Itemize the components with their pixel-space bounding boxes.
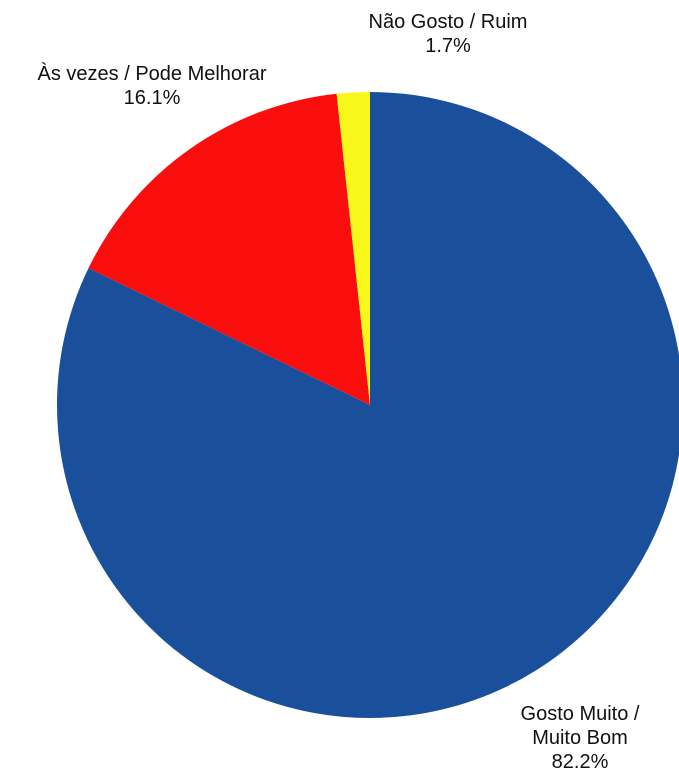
pie-slice-0 [57,92,679,718]
slice-category-label-0: Gosto Muito / [521,703,640,725]
pie-slice-1 [88,93,371,405]
slice-category-label-0: Muito Bom [532,727,628,749]
pie-slice-2 [336,91,370,405]
slice-category-label-2: Não Gosto / Ruim [369,11,528,33]
slice-category-label-1: Às vezes / Pode Melhorar [38,62,267,85]
pie-labels: Gosto Muito / Muito Bom 82.2% Às vezes / Po… [38,11,640,773]
slice-value-label-1: 16.1% [124,87,181,109]
slice-label-1: Às vezes / Pode Melhorar 16.1% [38,62,267,109]
slice-label-0: Gosto Muito / Muito Bom 82.2% [521,703,640,773]
slice-value-label-2: 1.7% [425,35,471,57]
slice-label-2: Não Gosto / Ruim 1.7% [369,11,528,57]
slice-value-label-0: 82.2% [552,751,609,773]
pie-slices [57,91,679,718]
